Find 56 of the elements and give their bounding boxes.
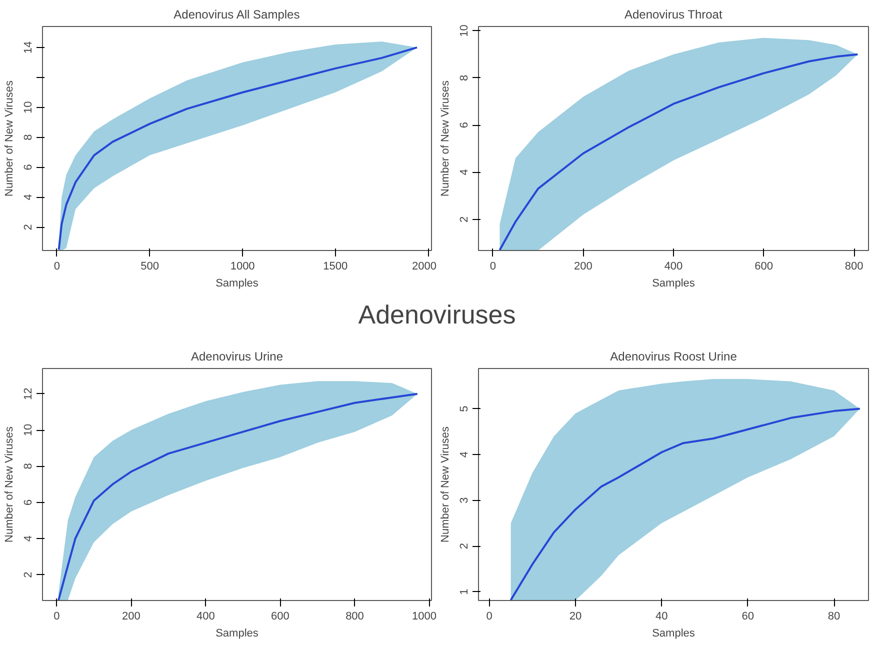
- x-tick-label: 40: [656, 610, 668, 622]
- x-tick-label: 200: [122, 610, 140, 622]
- x-tick-label: 200: [574, 260, 592, 272]
- y-tick-label: 14: [22, 41, 34, 54]
- chart-title: Adenovirus Roost Urine: [610, 350, 738, 364]
- y-tick-label: 2: [22, 224, 34, 230]
- y-tick-label: 1: [458, 588, 470, 595]
- x-tick-label: 2000: [412, 260, 437, 272]
- y-tick-label: 4: [458, 451, 470, 458]
- x-tick-label: 600: [754, 260, 773, 272]
- x-tick-label: 60: [742, 610, 754, 622]
- y-tick-label: 3: [458, 497, 470, 504]
- x-tick-label: 800: [346, 610, 364, 622]
- y-tick-label: 5: [458, 406, 470, 412]
- x-tick-label: 1500: [323, 260, 348, 272]
- y-axis-title: Number of New Viruses: [4, 80, 16, 196]
- x-tick-label: 0: [54, 610, 60, 622]
- y-tick-label: 10: [22, 424, 34, 436]
- y-tick-label: 6: [22, 499, 34, 506]
- x-tick-label: 0: [486, 610, 492, 622]
- y-tick-label: 4: [458, 169, 470, 176]
- y-tick-label: 6: [22, 164, 34, 170]
- y-tick-label: 2: [458, 216, 470, 222]
- y-tick-label: 2: [22, 572, 34, 578]
- y-tick-label: 6: [458, 122, 470, 128]
- x-tick-label: 800: [844, 260, 864, 272]
- chart-title: Adenovirus All Samples: [174, 8, 300, 22]
- x-tick-label: 1000: [412, 610, 437, 622]
- chart-title: Adenovirus Urine: [190, 350, 284, 364]
- y-tick-label: 10: [22, 101, 34, 114]
- x-tick-label: 400: [196, 610, 215, 622]
- x-tick-label: 600: [271, 610, 290, 622]
- x-axis-title: Samples: [216, 278, 259, 290]
- y-axis-title: Number of New Viruses: [440, 426, 452, 542]
- x-axis-title: Samples: [652, 628, 696, 640]
- x-tick-label: 80: [828, 610, 840, 622]
- y-tick-label: 4: [22, 194, 34, 200]
- y-tick-label: 10: [458, 24, 470, 37]
- y-tick-label: 2: [458, 542, 470, 550]
- y-axis-title: Number of New Viruses: [4, 426, 16, 542]
- x-tick-label: 400: [664, 260, 683, 272]
- x-axis-title: Samples: [652, 278, 696, 290]
- y-tick-label: 8: [458, 74, 470, 81]
- x-tick-label: 20: [569, 610, 582, 622]
- text: Adenoviruses: [358, 300, 516, 330]
- x-tick-label: 0: [490, 260, 496, 272]
- y-axis-title: Number of New Viruses: [440, 80, 452, 196]
- x-tick-label: 500: [140, 260, 159, 272]
- chart-title: Adenovirus Throat: [624, 8, 723, 22]
- x-axis-title: Samples: [216, 628, 259, 640]
- x-tick-label: 0: [54, 260, 60, 272]
- x-tick-label: 1000: [230, 260, 255, 272]
- y-tick-label: 12: [22, 388, 34, 400]
- y-tick-label: 8: [22, 463, 34, 470]
- y-tick-label: 8: [22, 134, 34, 140]
- y-tick-label: 4: [22, 536, 34, 542]
